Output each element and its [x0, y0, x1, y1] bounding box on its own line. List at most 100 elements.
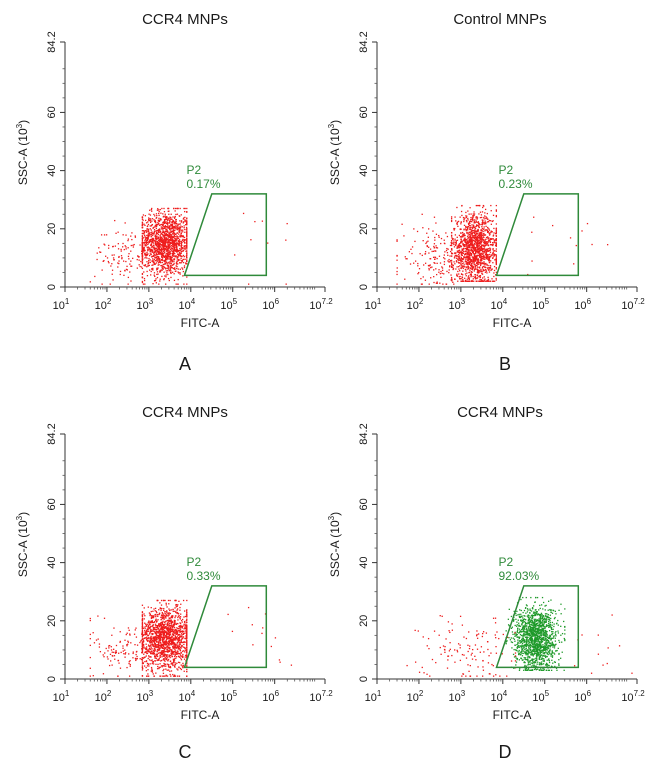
event-point	[167, 623, 169, 626]
event-point	[184, 656, 186, 658]
event-point	[157, 273, 159, 275]
event-point	[181, 259, 184, 261]
event-point	[466, 215, 468, 217]
event-point	[164, 643, 166, 645]
event-point	[174, 631, 176, 633]
x-tick-base: 10	[490, 300, 502, 312]
event-point	[159, 242, 161, 245]
event-point	[165, 631, 167, 633]
event-point	[489, 248, 492, 250]
x-tick-exponent: 3	[461, 297, 466, 306]
event-point	[144, 230, 146, 232]
event-point	[181, 631, 184, 633]
y-axis-label: SSC-A (103)	[327, 120, 342, 185]
event-point	[170, 270, 172, 272]
event-point	[473, 237, 475, 239]
event-point	[465, 266, 467, 268]
event-point	[495, 242, 498, 244]
event-point	[147, 238, 149, 240]
event-point	[477, 250, 479, 252]
event-point	[164, 251, 166, 254]
event-point	[428, 252, 430, 254]
event-point	[153, 272, 156, 274]
event-point	[176, 630, 178, 633]
event-point	[475, 262, 478, 265]
event-point	[155, 240, 157, 242]
event-point	[445, 249, 448, 252]
event-point	[142, 640, 145, 642]
event-point	[176, 611, 178, 614]
event-point	[122, 260, 125, 262]
event-point	[477, 254, 480, 257]
event-point	[178, 675, 180, 677]
event-point	[468, 278, 470, 281]
event-point	[148, 651, 151, 653]
event-point	[141, 624, 144, 626]
event-point	[155, 646, 157, 648]
event-point	[465, 260, 467, 263]
x-tick-label: 102	[407, 297, 424, 312]
event-point	[479, 216, 482, 219]
event-point	[396, 259, 398, 261]
event-point	[465, 243, 467, 246]
event-point	[165, 268, 167, 270]
event-point	[465, 243, 468, 245]
event-point	[459, 275, 461, 278]
event-point	[183, 641, 185, 643]
event-point	[165, 258, 167, 260]
scatter-points	[396, 204, 609, 285]
event-point	[489, 256, 492, 258]
event-point	[179, 228, 181, 230]
event-point	[169, 656, 171, 659]
event-point	[465, 259, 467, 261]
event-point	[176, 213, 179, 215]
event-point	[482, 252, 485, 254]
event-point	[183, 266, 186, 269]
event-point	[462, 239, 465, 241]
gate-p2-polygon	[495, 193, 580, 277]
event-point	[157, 219, 159, 221]
event-point	[156, 255, 158, 258]
event-point	[150, 637, 152, 640]
event-point	[486, 250, 489, 252]
event-point	[164, 647, 167, 649]
event-point	[160, 254, 163, 256]
event-point	[591, 243, 593, 246]
event-point	[466, 280, 468, 282]
event-point	[169, 245, 171, 247]
event-point	[474, 255, 477, 257]
event-point	[180, 647, 182, 649]
event-point	[171, 233, 174, 235]
event-point	[145, 648, 147, 651]
event-point	[158, 630, 160, 632]
event-point	[144, 627, 146, 630]
event-point	[175, 270, 177, 272]
event-point	[141, 635, 144, 638]
event-point	[147, 626, 149, 628]
event-point	[158, 258, 160, 260]
event-point	[479, 275, 481, 277]
event-point	[477, 232, 479, 234]
event-point	[175, 250, 177, 252]
event-point	[146, 225, 149, 228]
event-point	[151, 661, 154, 663]
event-point	[492, 257, 494, 259]
event-point	[153, 651, 155, 653]
event-point	[163, 633, 166, 636]
event-point	[483, 234, 485, 236]
event-point	[474, 241, 476, 243]
event-point	[479, 274, 482, 277]
event-point	[174, 238, 176, 240]
event-point	[151, 238, 153, 241]
chart-title: CCR4 MNPs	[142, 11, 228, 28]
event-point	[479, 269, 481, 272]
event-point	[173, 650, 176, 653]
event-point	[485, 249, 487, 252]
event-point	[480, 279, 482, 281]
event-point	[474, 256, 477, 259]
event-point	[141, 227, 144, 229]
event-point	[153, 261, 155, 263]
event-point	[148, 650, 150, 652]
event-point	[156, 625, 158, 627]
event-point	[495, 255, 498, 257]
